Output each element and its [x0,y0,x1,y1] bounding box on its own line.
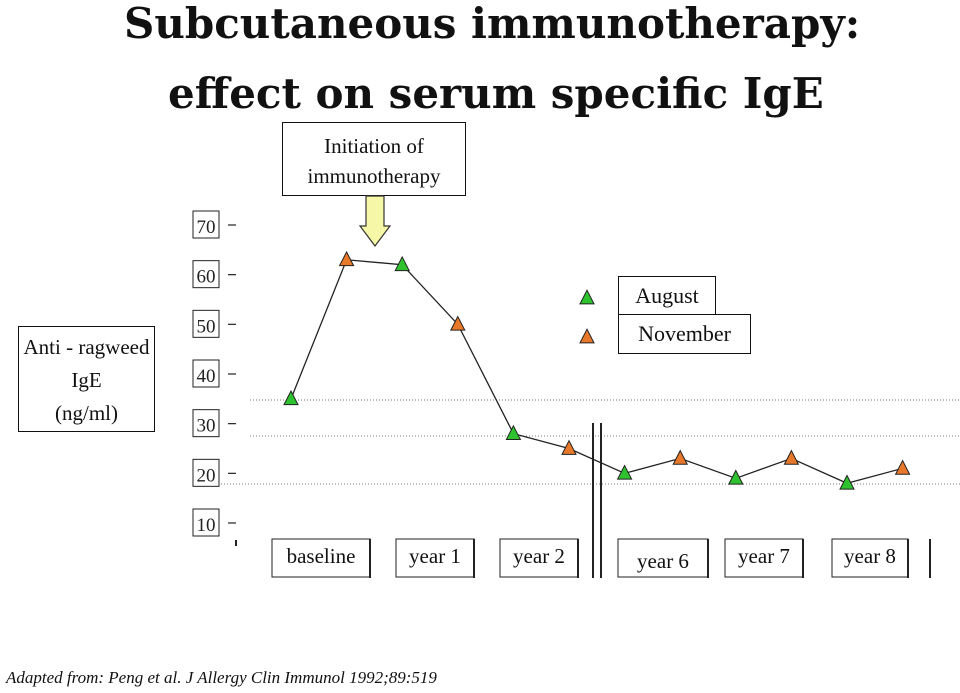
initiation-arrow-shape [358,195,392,247]
y-tick-label-box [192,458,220,487]
y-tick-label-box [192,260,220,289]
immunotherapy-initiation-callout: Initiation of immunotherapy [282,122,466,196]
x-category-box [831,538,909,578]
legend-markers [579,289,595,344]
august-marker [839,474,855,490]
y-tick-label-box [192,359,220,388]
initiation-arrow-icon [358,195,392,247]
y-tick-label: 60 [197,267,216,288]
november-marker [894,459,911,475]
y-tick-label-box [192,508,220,537]
y-tick-label: 10 [197,515,216,536]
november-marker [338,250,355,267]
legend-marker-august [579,289,595,305]
august-marker [727,469,744,485]
y-tick-label: 70 [197,217,216,238]
y-tick-label: 20 [197,465,216,486]
y-tick-label: 50 [197,316,216,337]
x-axis: baseline year 1 year 2 year 6 year 7 year 8 [235,423,931,578]
y-tick-label: 30 [197,416,216,437]
x-category-label: baseline [287,544,356,568]
chart-title-line-1: Subcutaneous immunotherapy: [124,0,861,48]
series-line [290,259,903,484]
callout-line-2: immunotherapy [307,164,441,188]
y-axis-label-line-2: IgE [71,368,102,392]
x-category-box [617,538,709,578]
y-axis-label: Anti - ragweed IgE (ng/ml) [18,326,155,432]
legend-marker-november [579,328,595,344]
y-tick-label: 40 [197,366,216,387]
y-axis-label-line-1: Anti - ragweed [23,335,150,359]
november-marker [449,315,466,331]
august-marker [394,255,411,272]
legend-label-november: November [618,314,751,354]
x-category-label: year 7 [738,544,790,568]
chart-title-line-2: effect on serum specific IgE [168,69,824,118]
august-marker [616,464,633,480]
dotted-guides [212,399,960,485]
x-category-label: year 2 [513,544,565,568]
y-axis-label-line-3: (ng/ml) [55,401,118,425]
november-marker [561,439,577,455]
y-tick-label-box [192,409,220,438]
source-citation: Adapted from: Peng et al. J Allergy Clin… [6,668,437,687]
august-marker [283,389,299,406]
y-tick-label-box [192,309,220,338]
y-axis: 10 20 30 40 50 60 70 [192,210,236,537]
data-markers [283,250,911,490]
november-marker [672,449,689,465]
callout-line-1: Initiation of [324,134,424,158]
data-line [290,259,903,484]
x-category-box [395,538,475,578]
y-tick-label-box [192,210,220,239]
august-marker [505,424,522,440]
x-category-label: year 6 [637,549,689,573]
november-marker [783,449,800,465]
x-category-label: year 1 [409,544,461,568]
x-category-label: year 8 [844,544,896,568]
